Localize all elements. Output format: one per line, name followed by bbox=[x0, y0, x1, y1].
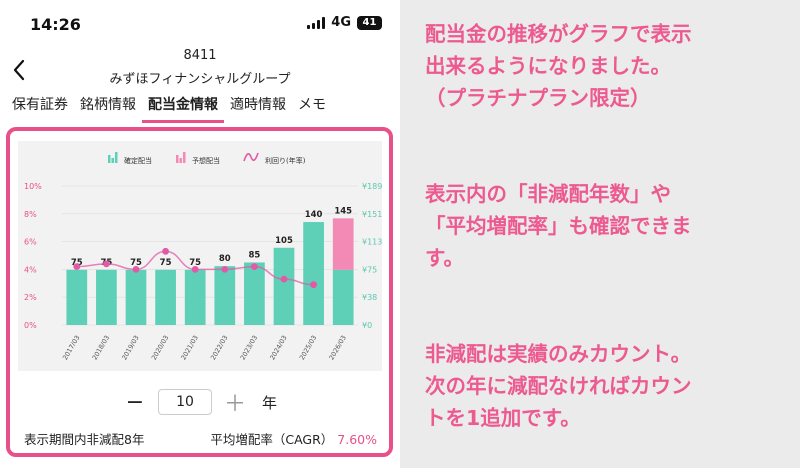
dividend-chart-card: 確定配当 予想配当 利回り(年率) 10% ¥189 8% ¥151 6% ¥113 4% ¥75 2… bbox=[6, 127, 393, 457]
bar-confirmed bbox=[273, 247, 295, 325]
tab-dividend-info[interactable]: 配当金情報 bbox=[142, 92, 224, 123]
years-stepper: − 10 ＋ 年 bbox=[10, 386, 389, 418]
stock-code: 8411 bbox=[183, 48, 217, 63]
explanation-line: す。 bbox=[425, 246, 464, 270]
bar-confirmed bbox=[184, 269, 206, 325]
x-tick-label: 2022/03 bbox=[209, 334, 229, 361]
legend-yield-label: 利回り(年率) bbox=[265, 156, 306, 165]
y-right-tick: ¥0 bbox=[362, 321, 372, 330]
bar-confirmed bbox=[214, 266, 236, 325]
yield-point bbox=[221, 266, 229, 273]
y-right-tick: ¥151 bbox=[362, 210, 382, 219]
explanation-line: 表示内の「非減配年数」や bbox=[425, 182, 671, 206]
yield-point bbox=[73, 263, 81, 271]
legend-confirmed-swatch bbox=[115, 152, 118, 163]
signal-icon bbox=[307, 16, 326, 29]
legend-confirmed-swatch bbox=[108, 155, 111, 163]
yield-point bbox=[162, 247, 170, 255]
yield-point bbox=[132, 266, 140, 273]
y-left-tick: 6% bbox=[24, 238, 37, 247]
x-tick-label: 2017/03 bbox=[61, 334, 81, 361]
cagr-label: 平均増配率（CAGR） bbox=[210, 432, 334, 447]
network-label: 4G bbox=[331, 15, 351, 30]
explanation-line: 出来るようになりました。 bbox=[425, 54, 671, 78]
bar-value-label: 85 bbox=[248, 250, 260, 260]
explanation-line: 「平均増配率」も確認できま bbox=[425, 214, 692, 238]
minus-button[interactable]: − bbox=[125, 389, 145, 415]
y-right-tick: ¥38 bbox=[362, 293, 377, 302]
bar-confirmed bbox=[155, 269, 176, 325]
bar-value-label: 75 bbox=[189, 258, 201, 268]
plus-button[interactable]: ＋ bbox=[223, 392, 246, 417]
legend-forecast-swatch bbox=[176, 155, 179, 163]
bar-confirmed bbox=[66, 269, 88, 325]
x-tick-label: 2021/03 bbox=[179, 334, 199, 361]
yield-point bbox=[103, 260, 110, 268]
legend-confirmed-swatch bbox=[111, 158, 114, 163]
x-tick-label: 2019/03 bbox=[120, 334, 140, 361]
y-right-tick: ¥75 bbox=[362, 265, 377, 274]
y-left-tick: 8% bbox=[24, 210, 37, 219]
y-right-tick: ¥189 bbox=[362, 182, 382, 191]
cagr-value: 7.60% bbox=[337, 432, 377, 447]
bar-value-label: 75 bbox=[130, 258, 142, 268]
bar-value-label: 145 bbox=[334, 206, 352, 216]
bar-confirmed bbox=[96, 269, 117, 325]
explanation-line: 配当金の推移がグラフで表示 bbox=[425, 22, 692, 46]
y-left-tick: 0% bbox=[24, 321, 37, 330]
back-arrow-icon[interactable] bbox=[8, 56, 32, 84]
tab-disclosure[interactable]: 適時情報 bbox=[230, 97, 286, 113]
tab-bar: 保有証券 銘柄情報 配当金情報 適時情報 メモ bbox=[6, 92, 332, 123]
legend-yield-swatch bbox=[243, 152, 259, 162]
yield-point bbox=[280, 275, 288, 283]
status-time: 14:26 bbox=[30, 15, 81, 34]
y-left-tick: 4% bbox=[24, 265, 37, 274]
non-reduction-years: 表示期間内非減配8年 bbox=[24, 432, 145, 447]
x-tick-label: 2023/03 bbox=[239, 334, 259, 361]
y-left-tick: 10% bbox=[24, 182, 42, 191]
years-unit: 年 bbox=[261, 393, 277, 412]
bar-value-label: 75 bbox=[71, 258, 83, 268]
bar-confirmed bbox=[125, 269, 147, 325]
legend-forecast-swatch bbox=[179, 158, 182, 163]
bar-forecast bbox=[332, 218, 354, 270]
bar-confirmed bbox=[244, 262, 265, 325]
yield-point bbox=[251, 263, 258, 271]
legend-forecast-label: 予想配当 bbox=[192, 156, 220, 165]
bar-confirmed bbox=[332, 269, 354, 325]
bar-value-label: 140 bbox=[305, 210, 323, 220]
x-tick-label: 2024/03 bbox=[268, 334, 288, 361]
yield-point bbox=[191, 266, 199, 273]
tab-stock-info[interactable]: 銘柄情報 bbox=[80, 97, 136, 113]
tab-memo[interactable]: メモ bbox=[298, 97, 326, 113]
years-input[interactable]: 10 bbox=[157, 389, 212, 415]
dividend-chart: 確定配当 予想配当 利回り(年率) 10% ¥189 8% ¥151 6% ¥113 4% ¥75 2… bbox=[24, 152, 382, 361]
x-tick-label: 2018/03 bbox=[91, 334, 111, 361]
x-tick-label: 2025/03 bbox=[298, 334, 318, 361]
bar-value-label: 105 bbox=[275, 236, 293, 246]
explanation-line: （プラチナプラン限定） bbox=[425, 86, 651, 110]
yield-point bbox=[310, 281, 317, 289]
explanation-line: 非減配は実績のみカウント。 bbox=[425, 342, 692, 366]
explanation-line: 次の年に減配なければカウン bbox=[425, 374, 692, 398]
tab-holdings[interactable]: 保有証券 bbox=[12, 97, 68, 113]
y-left-tick: 2% bbox=[24, 293, 37, 302]
y-right-tick: ¥113 bbox=[362, 238, 382, 247]
bar-value-label: 80 bbox=[219, 254, 231, 264]
company-name: みずほフィナンシャルグループ bbox=[109, 72, 291, 87]
cagr: 平均増配率（CAGR） 7.60% bbox=[210, 429, 377, 448]
explanation-line: トを1追加です。 bbox=[425, 406, 581, 430]
legend-forecast-swatch bbox=[183, 152, 186, 163]
legend-confirmed-label: 確定配当 bbox=[124, 156, 152, 165]
dividend-summary: 表示期間内非減配8年 平均増配率（CAGR） 7.60% bbox=[24, 429, 377, 448]
x-tick-label: 2026/03 bbox=[327, 334, 347, 361]
battery-icon: 41 bbox=[357, 15, 382, 30]
x-tick-label: 2020/03 bbox=[150, 334, 170, 361]
status-indicators: 4G 41 bbox=[307, 15, 382, 30]
explanation-panel: 配当金の推移がグラフで表示 出来るようになりました。 （プラチナプラン限定） 表… bbox=[425, 18, 785, 434]
bar-value-label: 75 bbox=[160, 258, 172, 268]
phone-screen: 14:26 4G 41 8411 みずほフィナンシャルグループ 保有証券 銘柄情… bbox=[0, 0, 400, 468]
chart-area: 確定配当 予想配当 利回り(年率) 10% ¥189 8% ¥151 6% ¥113 4% ¥75 2… bbox=[18, 141, 382, 371]
bar-confirmed bbox=[303, 222, 324, 325]
